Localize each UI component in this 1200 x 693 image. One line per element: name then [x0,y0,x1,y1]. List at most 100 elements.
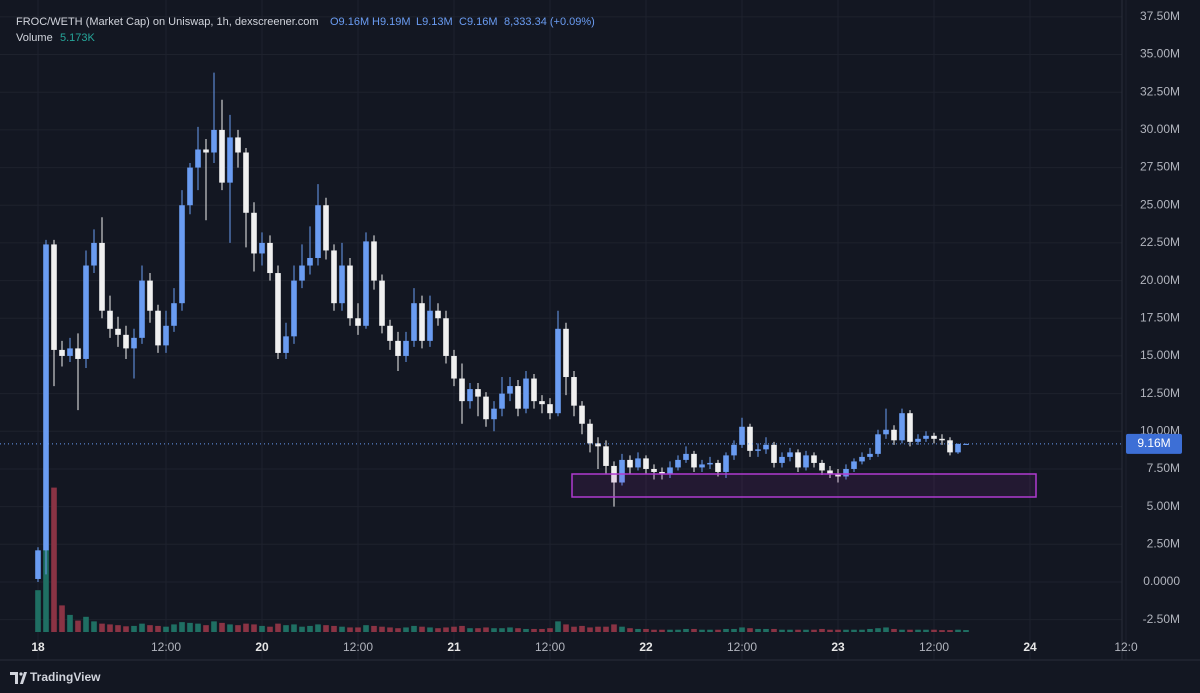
candle-body [603,446,609,466]
candle-body [731,444,737,456]
candle-body [427,310,433,341]
volume-bar [83,616,89,632]
volume-bar [395,628,401,632]
ohlc-close: C9.16M [459,16,498,28]
candle-body [323,205,329,251]
candle-body [291,280,297,337]
volume-bar [139,623,145,632]
axes: 37.50M 35.00M 32.50M 30.00M 27.50M 25.00M 22.5… [0,9,1182,654]
volume-bar [291,624,297,632]
volume-bar [35,590,41,632]
candle-body [131,337,137,349]
volume-bar [283,625,289,632]
candle-body [579,405,585,424]
candle-body [859,456,865,462]
volume-bar [99,623,105,632]
y-tick-label: 35.00M [1140,47,1180,61]
x-tick-label: 12:00 [151,640,181,654]
candle-body [627,459,633,468]
volume-bar [147,625,153,632]
candle-body [395,340,401,356]
volume-bar [731,628,737,632]
candle-body [339,265,345,304]
volume-bar [827,629,833,632]
volume-bar [331,625,337,632]
candle-body [867,453,873,457]
volume-bar [883,627,889,632]
candle-body [851,461,857,469]
x-tick-label: 21 [447,640,461,654]
x-tick-label: 12:00 [343,640,373,654]
candle-body [675,459,681,468]
candle-body [827,470,833,474]
volume-bar [739,627,745,632]
volume-bar [315,624,321,632]
volume-bar [195,623,201,632]
volume-bar [947,630,953,632]
candle-body [499,393,505,409]
candle-body [115,328,121,335]
x-tick-label: 20 [255,640,269,654]
volume-bar [843,629,849,632]
candle-body [515,386,521,409]
x-tick-label: 23 [831,640,845,654]
candle-body [723,455,729,472]
candle-body [803,455,809,468]
y-tick-label: 37.50M [1140,9,1180,23]
volume-bar [651,629,657,632]
volume-bar [171,624,177,632]
volume-bar [747,628,753,632]
volume-bar [867,628,873,632]
volume-bar [203,625,209,632]
x-tick-label: 12:00 [727,640,757,654]
volume-bar [371,625,377,632]
candle-body [211,129,217,153]
volume-bar [451,626,457,632]
volume-bar [211,621,217,632]
candle-body [587,423,593,444]
volume-bar [859,629,865,632]
volume-bar [419,626,425,632]
candle-body [251,212,257,254]
candle-body [315,205,321,258]
y-tick-label: -2.50M [1143,612,1180,626]
y-tick-label: 7.50M [1147,461,1180,475]
candle-body [771,444,777,463]
volume-bar [379,626,385,632]
volume-bar [763,628,769,632]
volume-bar [523,628,529,632]
volume-bar [555,621,561,632]
candle-body [563,328,569,378]
candle-body [651,468,657,472]
y-tick-label: 27.50M [1140,160,1180,174]
candle-body [307,257,313,266]
volume-bar [155,625,161,632]
volume-bar [963,630,969,632]
candle-body [739,426,745,445]
candle-body [67,348,73,356]
volume-bar [619,626,625,632]
candle-body [347,265,353,319]
candle-body [755,449,761,451]
candle-body [491,408,497,420]
candle-body [907,413,913,442]
candle-body [691,453,697,468]
candle-body [891,429,897,441]
candle-body [147,280,153,311]
volume-bar [811,629,817,632]
volume-bar [363,625,369,632]
volume-bar [723,628,729,632]
candle-body [187,167,193,206]
volume-bar [675,629,681,632]
y-tick-label: 30.00M [1140,122,1180,136]
symbol-title: FROC/WETH (Market Cap) on Uniswap, 1h, d… [16,16,319,28]
y-tick-label: 25.00M [1140,197,1180,211]
candle-body [707,462,713,465]
volume-bar [467,628,473,632]
volume-bar [955,629,961,632]
volume-bar [691,628,697,632]
volume-bar [667,629,673,632]
candle-body [595,443,601,447]
candle-body [507,386,513,394]
